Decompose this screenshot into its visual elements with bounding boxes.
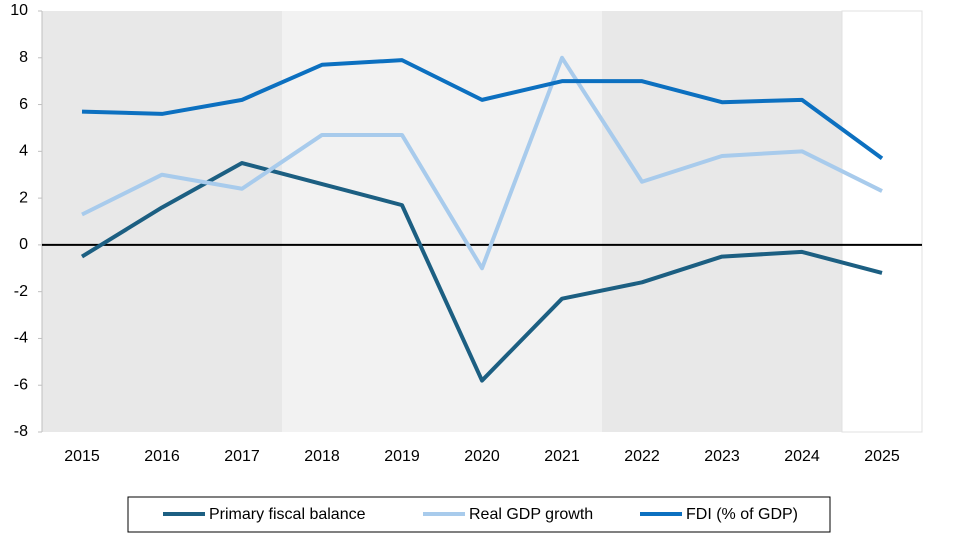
y-tick-label: 6 (19, 96, 28, 113)
x-tick-label: 2018 (304, 448, 340, 465)
y-tick-label: 10 (10, 2, 28, 19)
x-tick-label: 2023 (704, 448, 740, 465)
x-tick-label: 2021 (544, 448, 580, 465)
y-tick-label: -8 (14, 423, 28, 440)
y-tick-label: -6 (14, 376, 28, 393)
y-tick-label: 8 (19, 49, 28, 66)
x-tick-label: 2016 (144, 448, 180, 465)
y-tick-label: 2 (19, 189, 28, 206)
x-tick-label: 2020 (464, 448, 500, 465)
x-tick-label: 2019 (384, 448, 420, 465)
series-line (81, 58, 884, 160)
period-shade (42, 11, 282, 432)
series-line (81, 55, 883, 271)
legend (127, 496, 831, 533)
legend-label: Real GDP growth (469, 506, 593, 523)
x-tick-label: 2022 (624, 448, 660, 465)
legend-label: Primary fiscal balance (209, 506, 366, 523)
x-tick-label: 2025 (864, 448, 900, 465)
series-line (80, 161, 883, 383)
y-tick-label: -4 (14, 330, 28, 347)
period-shade (841, 10, 923, 433)
x-tick-label: 2017 (224, 448, 260, 465)
x-tick-label: 2024 (784, 448, 820, 465)
x-tick-label: 2015 (64, 448, 100, 465)
y-tick-label: 0 (19, 236, 28, 253)
y-tick-label: 4 (19, 143, 28, 160)
period-shade (602, 11, 842, 432)
legend-label: FDI (% of GDP) (686, 506, 798, 523)
y-tick-label: -2 (14, 283, 28, 300)
